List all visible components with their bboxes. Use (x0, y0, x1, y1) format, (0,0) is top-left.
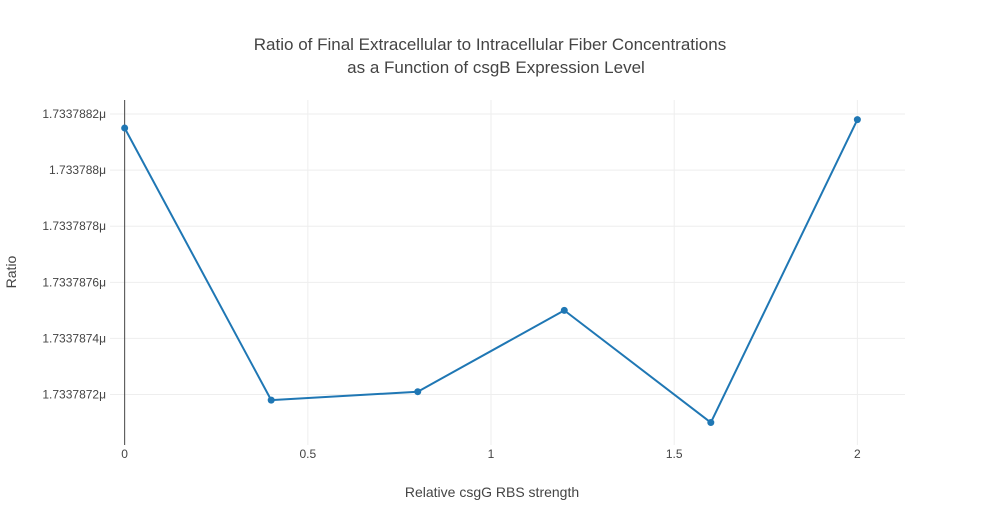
x-axis-title: Relative csgG RBS strength (405, 484, 579, 500)
x-tick-label: 1 (488, 447, 495, 461)
chart-title-line-1: Ratio of Final Extracellular to Intracel… (254, 35, 726, 54)
x-tick-label: 0 (121, 447, 128, 461)
x-tick-label: 1.5 (666, 447, 683, 461)
data-point[interactable] (414, 388, 422, 396)
data-point[interactable] (707, 419, 715, 427)
grid-layer (110, 100, 905, 445)
data-point[interactable] (560, 306, 568, 314)
series-layer (121, 116, 861, 427)
y-tick-label: 1.733788μ (49, 163, 106, 177)
y-axis-title: Ratio (3, 255, 19, 288)
x-tick-label: 0.5 (299, 447, 316, 461)
y-tick-label: 1.7337872μ (42, 388, 106, 402)
x-tick-label: 2 (854, 447, 861, 461)
y-tick-label: 1.7337874μ (42, 331, 106, 345)
data-point[interactable] (853, 116, 861, 124)
data-point[interactable] (267, 396, 275, 404)
y-tick-label: 1.7337876μ (42, 275, 106, 289)
chart-title-line-2: as a Function of csgB Expression Level (347, 58, 645, 77)
y-tick-label: 1.7337878μ (42, 219, 106, 233)
series-line (123, 119, 859, 424)
tick-label-layer: 0 0.5 1 1.5 2 1.7337872μ 1.7337874μ 1.7337876μ 1… (42, 107, 861, 461)
y-tick-label: 1.7337882μ (42, 107, 106, 121)
data-point[interactable] (121, 124, 129, 132)
